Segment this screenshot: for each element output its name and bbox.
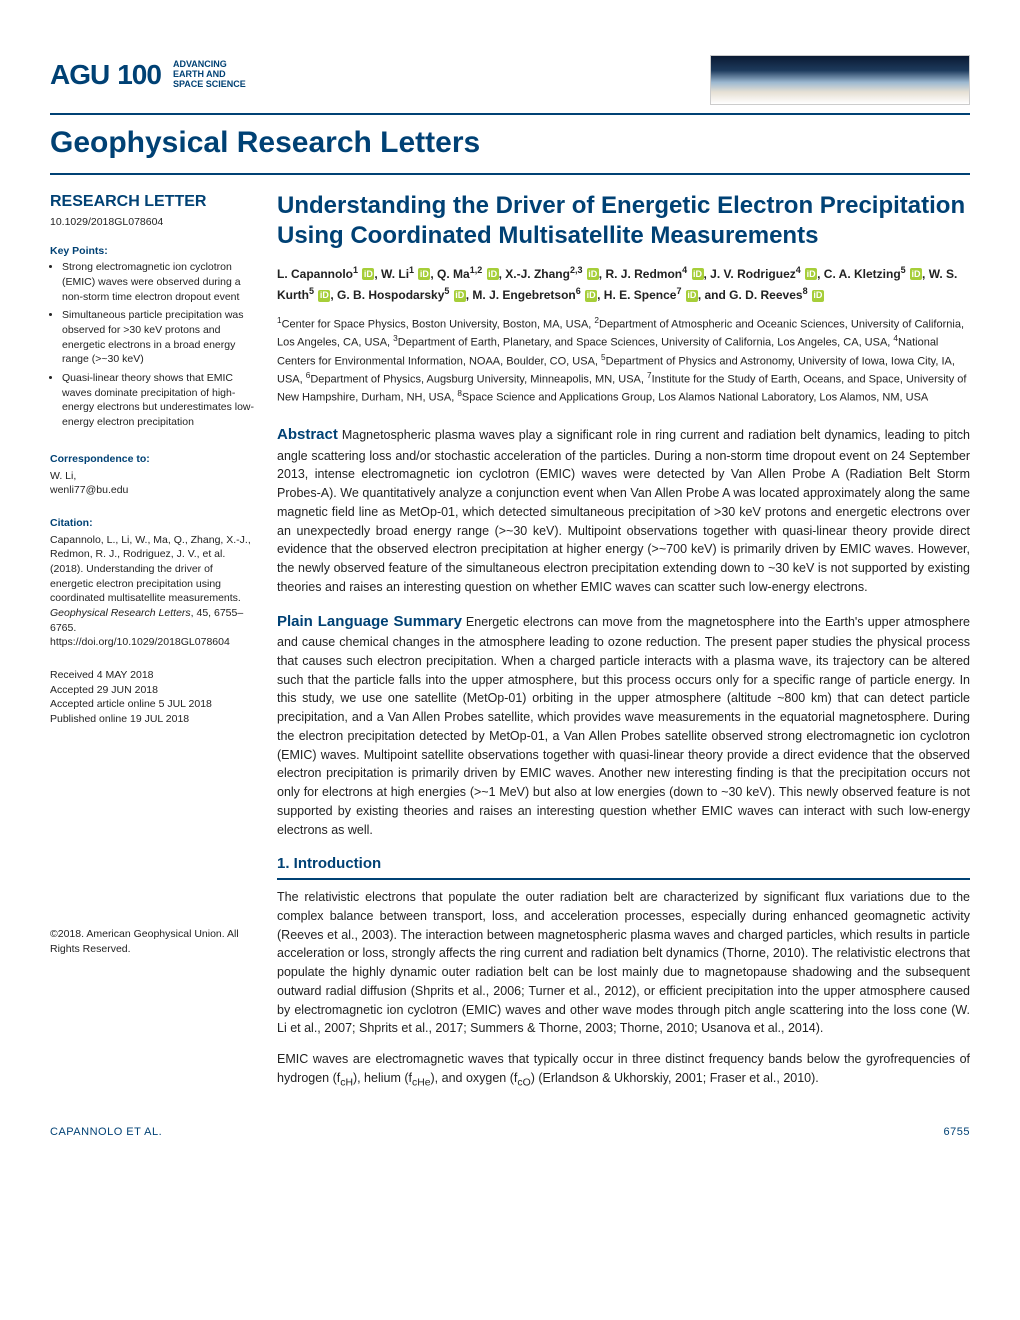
abstract-label: Abstract: [277, 426, 338, 443]
article-title: Understanding the Driver of Energetic El…: [277, 191, 970, 251]
intro-paragraph: EMIC waves are electromagnetic waves tha…: [277, 1050, 970, 1091]
date-accepted: Accepted 29 JUN 2018: [50, 683, 255, 698]
agu-tagline: ADVANCING EARTH AND SPACE SCIENCE: [173, 60, 246, 90]
correspondence-label: Correspondence to:: [50, 452, 255, 467]
author-list: L. Capannolo1 iD, W. Li1 iD, Q. Ma1,2 iD…: [277, 263, 970, 306]
journal-title: Geophysical Research Letters: [50, 113, 970, 175]
date-published: Published online 19 JUL 2018: [50, 712, 255, 727]
orcid-icon: iD: [318, 290, 330, 302]
page-header: AGU100 ADVANCING EARTH AND SPACE SCIENCE: [50, 55, 970, 105]
orcid-icon: iD: [686, 290, 698, 302]
banner-image: [710, 55, 970, 105]
correspondence-block: Correspondence to: W. Li, wenli77@bu.edu: [50, 452, 255, 498]
abstract: AbstractMagnetospheric plasma waves play…: [277, 424, 970, 597]
correspondence-name: W. Li,: [50, 469, 255, 484]
page-number: 6755: [944, 1125, 970, 1141]
orcid-icon: iD: [487, 268, 499, 280]
plain-language-summary: Plain Language SummaryEnergetic electron…: [277, 611, 970, 840]
orcid-icon: iD: [910, 268, 922, 280]
key-points-list: Strong electromagnetic ion cyclotron (EM…: [50, 260, 255, 430]
key-point: Strong electromagnetic ion cyclotron (EM…: [62, 260, 255, 304]
main-column: Understanding the Driver of Energetic El…: [277, 191, 970, 1103]
citation-label: Citation:: [50, 516, 255, 531]
pls-label: Plain Language Summary: [277, 613, 462, 630]
agu-logo-100: 100: [117, 55, 161, 96]
correspondence-email: wenli77@bu.edu: [50, 483, 255, 498]
page-footer: CAPANNOLO ET AL. 6755: [50, 1125, 970, 1141]
article-type: RESEARCH LETTER: [50, 191, 255, 213]
key-point: Simultaneous particle precipitation was …: [62, 308, 255, 367]
orcid-icon: iD: [587, 268, 599, 280]
section-heading-intro: 1. Introduction: [277, 853, 970, 880]
dates-block: Received 4 MAY 2018 Accepted 29 JUN 2018…: [50, 668, 255, 727]
orcid-icon: iD: [362, 268, 374, 280]
copyright: ©2018. American Geophysical Union. All R…: [50, 927, 255, 956]
sidebar: RESEARCH LETTER 10.1029/2018GL078604 Key…: [50, 191, 255, 1103]
date-received: Received 4 MAY 2018: [50, 668, 255, 683]
orcid-icon: iD: [812, 290, 824, 302]
date-online: Accepted article online 5 JUL 2018: [50, 697, 255, 712]
orcid-icon: iD: [692, 268, 704, 280]
footer-authors: CAPANNOLO ET AL.: [50, 1125, 162, 1141]
citation-block: Citation: Capannolo, L., Li, W., Ma, Q.,…: [50, 516, 255, 650]
agu-logo: AGU100 ADVANCING EARTH AND SPACE SCIENCE: [50, 55, 246, 96]
key-point: Quasi-linear theory shows that EMIC wave…: [62, 371, 255, 430]
citation-text: Capannolo, L., Li, W., Ma, Q., Zhang, X.…: [50, 533, 255, 651]
orcid-icon: iD: [805, 268, 817, 280]
orcid-icon: iD: [418, 268, 430, 280]
affiliations: 1Center for Space Physics, Boston Univer…: [277, 315, 970, 406]
tagline-line: SPACE SCIENCE: [173, 80, 246, 90]
key-points-label: Key Points:: [50, 244, 255, 259]
intro-paragraph: The relativistic electrons that populate…: [277, 888, 970, 1038]
orcid-icon: iD: [585, 290, 597, 302]
agu-logo-text: AGU: [50, 55, 109, 96]
orcid-icon: iD: [454, 290, 466, 302]
pls-text: Energetic electrons can move from the ma…: [277, 615, 970, 837]
doi: 10.1029/2018GL078604: [50, 215, 255, 230]
abstract-text: Magnetospheric plasma waves play a signi…: [277, 428, 970, 594]
